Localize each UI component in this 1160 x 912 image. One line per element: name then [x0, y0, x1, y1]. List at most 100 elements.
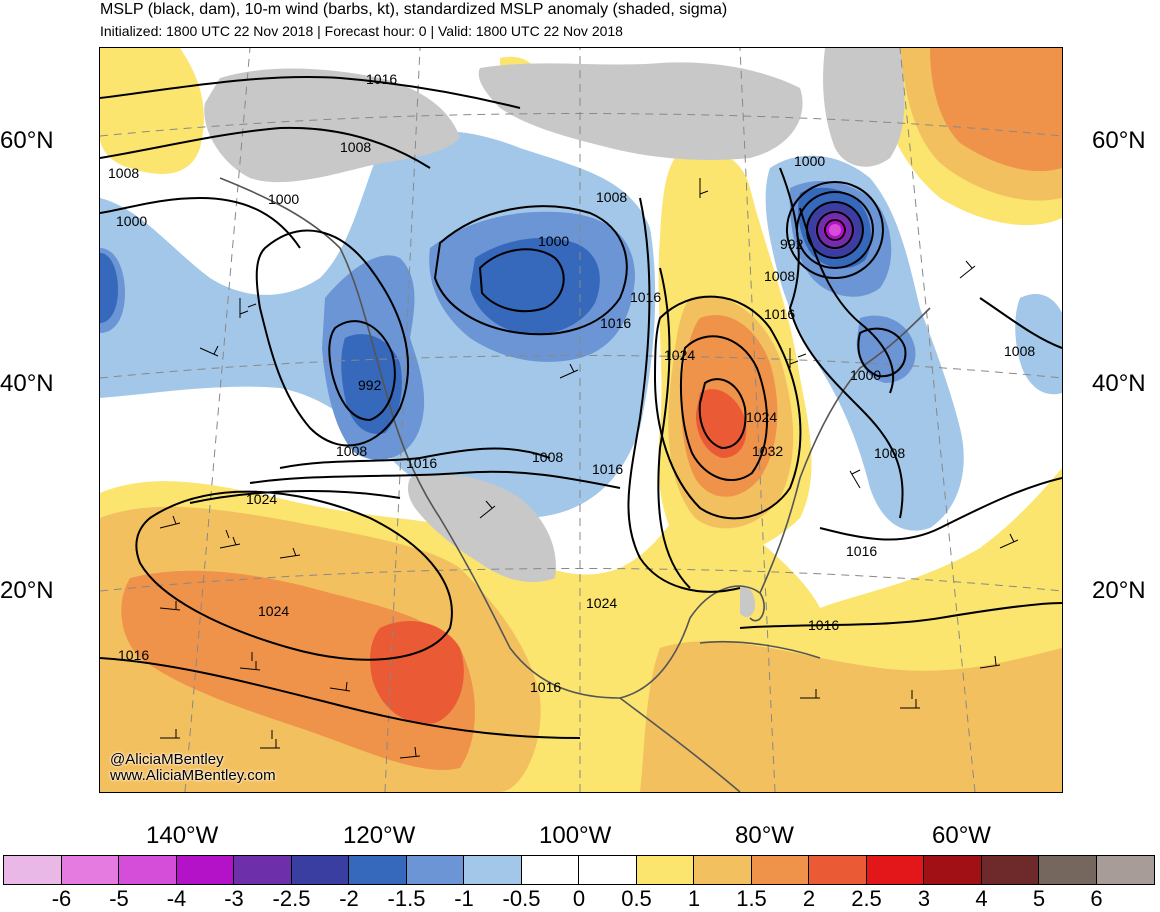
coastline-gulf [619, 585, 765, 699]
isobar-label: 1008 [336, 443, 367, 459]
coastline-central-america [619, 697, 741, 792]
colorbar-tick-label: -1 [454, 886, 474, 911]
wind-barb [699, 178, 709, 198]
anomaly-red-orange-area-pacific [370, 620, 464, 724]
isobar-label: 1016 [846, 543, 877, 559]
isobar-high-outer [653, 295, 802, 520]
wind-barb [399, 746, 421, 759]
colorbar-swatch [234, 856, 292, 884]
colorbar-tick-label: 2.5 [851, 886, 882, 911]
wind-barb [329, 681, 351, 692]
isobar-ring-2 [795, 191, 874, 269]
isobar-loop-west-inner [328, 320, 396, 422]
terrain-grey-area-florida [740, 586, 756, 618]
isobar-1008-north [100, 126, 431, 169]
anomaly-orange-area-caribbean [640, 641, 1062, 792]
terrain-grey-area-arctic [478, 62, 803, 160]
isobar-label: 1024 [246, 491, 277, 507]
isobar-label: 992 [780, 236, 804, 252]
map-canvas: 1016 1008 1008 1000 1000 1008 1000 992 1… [100, 48, 1062, 792]
isobar-label: 1008 [764, 268, 795, 284]
colorbar-swatch [349, 856, 407, 884]
isobar-1016-arc [249, 470, 621, 489]
coastlines [219, 177, 931, 792]
wind-barb [279, 547, 301, 559]
colorbar-swatch [61, 856, 119, 884]
isobar-1016-atlantic [819, 477, 1062, 541]
wind-barb [999, 533, 1019, 549]
anomaly-core-center [829, 224, 841, 236]
wind-barb [260, 730, 280, 749]
colorbar [3, 855, 1155, 885]
isobar-label: 1008 [108, 165, 139, 181]
lat-label-60-right: 60°N [1092, 127, 1146, 154]
isobar-label: 1016 [118, 647, 149, 663]
colorbar-swatch [291, 856, 349, 884]
isobar-label: 1024 [258, 603, 289, 619]
isobar-1000-west [100, 196, 301, 249]
wind-barb [900, 690, 920, 709]
isobar-label: 1024 [746, 409, 777, 425]
isobar-1000-atlantic [799, 207, 895, 394]
colorbar-tick-label: 0.5 [621, 886, 652, 911]
wind-barbs [159, 178, 1019, 759]
lon-label-100w: 100°W [539, 822, 612, 849]
isobar-label: 1016 [406, 455, 437, 471]
wind-barb [159, 515, 181, 529]
lon-label-120w: 120°W [343, 822, 416, 849]
isobar-label: 1008 [1004, 343, 1035, 359]
lon-label-140w: 140°W [146, 822, 219, 849]
colorbar-swatch [924, 856, 982, 884]
isobar-ring-1 [785, 181, 884, 279]
isobar-label: 1000 [116, 213, 147, 229]
isobar-label: 1000 [268, 191, 299, 207]
isobars [100, 76, 1062, 739]
isobar-1008-atlantic [779, 167, 904, 519]
isobar-high-middle [679, 335, 769, 482]
colorbar-swatch [4, 856, 62, 884]
wind-barb [239, 652, 261, 671]
isobar-label: 1000 [538, 233, 569, 249]
lon-label-60w: 60°W [932, 822, 991, 849]
isobar-ring-3 [805, 201, 864, 259]
colorbar-tick-label: 3 [917, 886, 931, 911]
credit-handle: @AliciaMBentley [110, 751, 224, 768]
lon-label-80w: 80°W [735, 822, 794, 849]
isobar-label: 1024 [664, 347, 695, 363]
lat-label-40-left: 40°N [0, 370, 54, 397]
isobar-label: 1000 [850, 367, 881, 383]
wind-barb [979, 655, 1001, 669]
colorbar-tick-label: -5 [109, 886, 129, 911]
isobar-loop-west-outer [255, 229, 409, 447]
graticule-lat-20 [100, 568, 1062, 592]
isobar-high-inner [698, 378, 747, 450]
anomaly-negative-area-far-east [1015, 293, 1062, 395]
colorbar-tick-label: -6 [51, 886, 72, 911]
isobar-1024-loop-pacific [135, 490, 453, 661]
isobar-label: 1016 [530, 679, 561, 695]
terrain-grey-area-north [204, 68, 460, 183]
terrain-grey-area-southwest [407, 474, 556, 583]
isobar-ring-5 [823, 219, 846, 241]
wind-barb [160, 729, 180, 739]
colorbar-tick-label: 1 [687, 886, 701, 911]
wind-barb [479, 500, 496, 519]
isobar-loop-atlantic [857, 327, 907, 378]
colorbar-tick-label: 2 [802, 886, 816, 911]
colorbar-tick-label: 0 [572, 886, 586, 911]
isobar-label: 1016 [630, 289, 661, 305]
lat-label-20-left: 20°N [0, 577, 54, 604]
isobar-labels: 1016 1008 1008 1000 1000 1008 1000 992 1… [108, 71, 1035, 695]
wind-barb [159, 601, 181, 611]
isobar-label: 1008 [532, 449, 563, 465]
colorbar-tick-label: -0.5 [502, 886, 541, 911]
graticule-lon-80 [739, 48, 776, 792]
anomaly-deep-orange-area-south [121, 570, 476, 770]
isobar-label: 1032 [752, 443, 783, 459]
isobar-1016-north [100, 76, 521, 109]
terrain-grey-area-greenland [823, 48, 905, 167]
colorbar-tick-label: 6 [1090, 886, 1103, 911]
colorbar-tick-label: 1.5 [736, 886, 767, 911]
isobar-label: 1016 [600, 315, 631, 331]
isobar-1024-east [657, 267, 691, 589]
